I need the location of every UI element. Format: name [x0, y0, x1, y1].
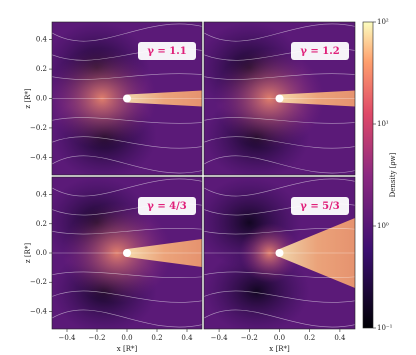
y-tick-label: 0.2 [36, 65, 47, 73]
streamline [52, 73, 202, 80]
y-tick-label: −0.4 [30, 153, 48, 161]
streamline [52, 290, 202, 303]
x-tick-label: −0.4 [59, 334, 77, 342]
streamline [52, 309, 202, 328]
density-map [52, 177, 202, 329]
streamline [204, 271, 355, 278]
streamline [204, 178, 355, 197]
panel-title: γ = 1.2 [300, 46, 339, 57]
panel-title: γ = 4/3 [147, 201, 187, 212]
streamline [52, 155, 202, 174]
title-box [291, 42, 349, 60]
streamline [52, 271, 202, 278]
y-tick-label: −0.4 [30, 307, 48, 315]
streamline [204, 73, 355, 80]
density-map [204, 22, 355, 175]
x-tick-label: 0.4 [334, 334, 346, 342]
density-map [204, 177, 355, 329]
colorbar-tick-label: 10⁻¹ [377, 324, 393, 332]
frame [203, 21, 356, 176]
streamline [52, 228, 202, 235]
colorbar-tick-label: 10² [377, 18, 389, 26]
streamline [52, 136, 202, 149]
colorbar-tick-label: 10¹ [377, 120, 389, 128]
colorbar-label: Density [ρw] [389, 152, 397, 197]
streamline [204, 155, 355, 174]
y-tick-label: 0.0 [36, 95, 47, 103]
panel: γ = 1.2 [203, 21, 356, 176]
x-tick-label: 0.0 [274, 334, 285, 342]
y-tick-label: 0.0 [36, 249, 47, 257]
y-tick-label: 0.4 [36, 36, 48, 44]
x-axis-label: x [R*] [269, 345, 290, 353]
x-axis-label: x [R*] [117, 345, 138, 353]
y-axis-label: z [R*] [24, 243, 32, 263]
streamline [204, 309, 355, 328]
title-box [138, 42, 196, 60]
y-tick-label: −0.2 [30, 278, 47, 286]
panel-title: γ = 1.1 [147, 46, 186, 57]
title-box [291, 197, 349, 215]
x-tick-label: 0.2 [151, 334, 162, 342]
streamline [52, 178, 202, 197]
streamline [204, 23, 355, 42]
x-tick-label: 0.0 [121, 334, 132, 342]
y-tick-label: 0.2 [36, 220, 47, 228]
colorbar-tick-label: 10⁰ [377, 222, 389, 230]
streamline [204, 117, 355, 124]
panel: −0.4 −0.2 0.0 0.2 0.4 x [R*] γ = 5/3 [203, 176, 356, 353]
x-tick-label: −0.2 [241, 334, 258, 342]
y-tick-label: 0.4 [36, 191, 48, 199]
panel-title: γ = 5/3 [300, 201, 340, 212]
panel: −0.4 −0.2 0.0 0.2 0.4 z [R*] γ = 1.1 [24, 21, 203, 176]
x-tick-label: 0.4 [181, 334, 193, 342]
streamline [204, 136, 355, 149]
streamline [52, 117, 202, 124]
streamline [52, 23, 202, 42]
x-tick-label: −0.4 [211, 334, 229, 342]
streamline [204, 228, 355, 235]
panel: −0.4 −0.2 0.0 0.2 0.4 −0.4 −0.2 0.0 0.2 0.4 x [R*]… [24, 176, 203, 353]
colorbar [362, 21, 374, 329]
y-axis-label: z [R*] [24, 88, 32, 108]
streamline [204, 290, 355, 303]
title-box [138, 197, 196, 215]
x-tick-label: −0.2 [89, 334, 106, 342]
y-tick-label: −0.2 [30, 124, 47, 132]
x-tick-label: 0.2 [304, 334, 315, 342]
